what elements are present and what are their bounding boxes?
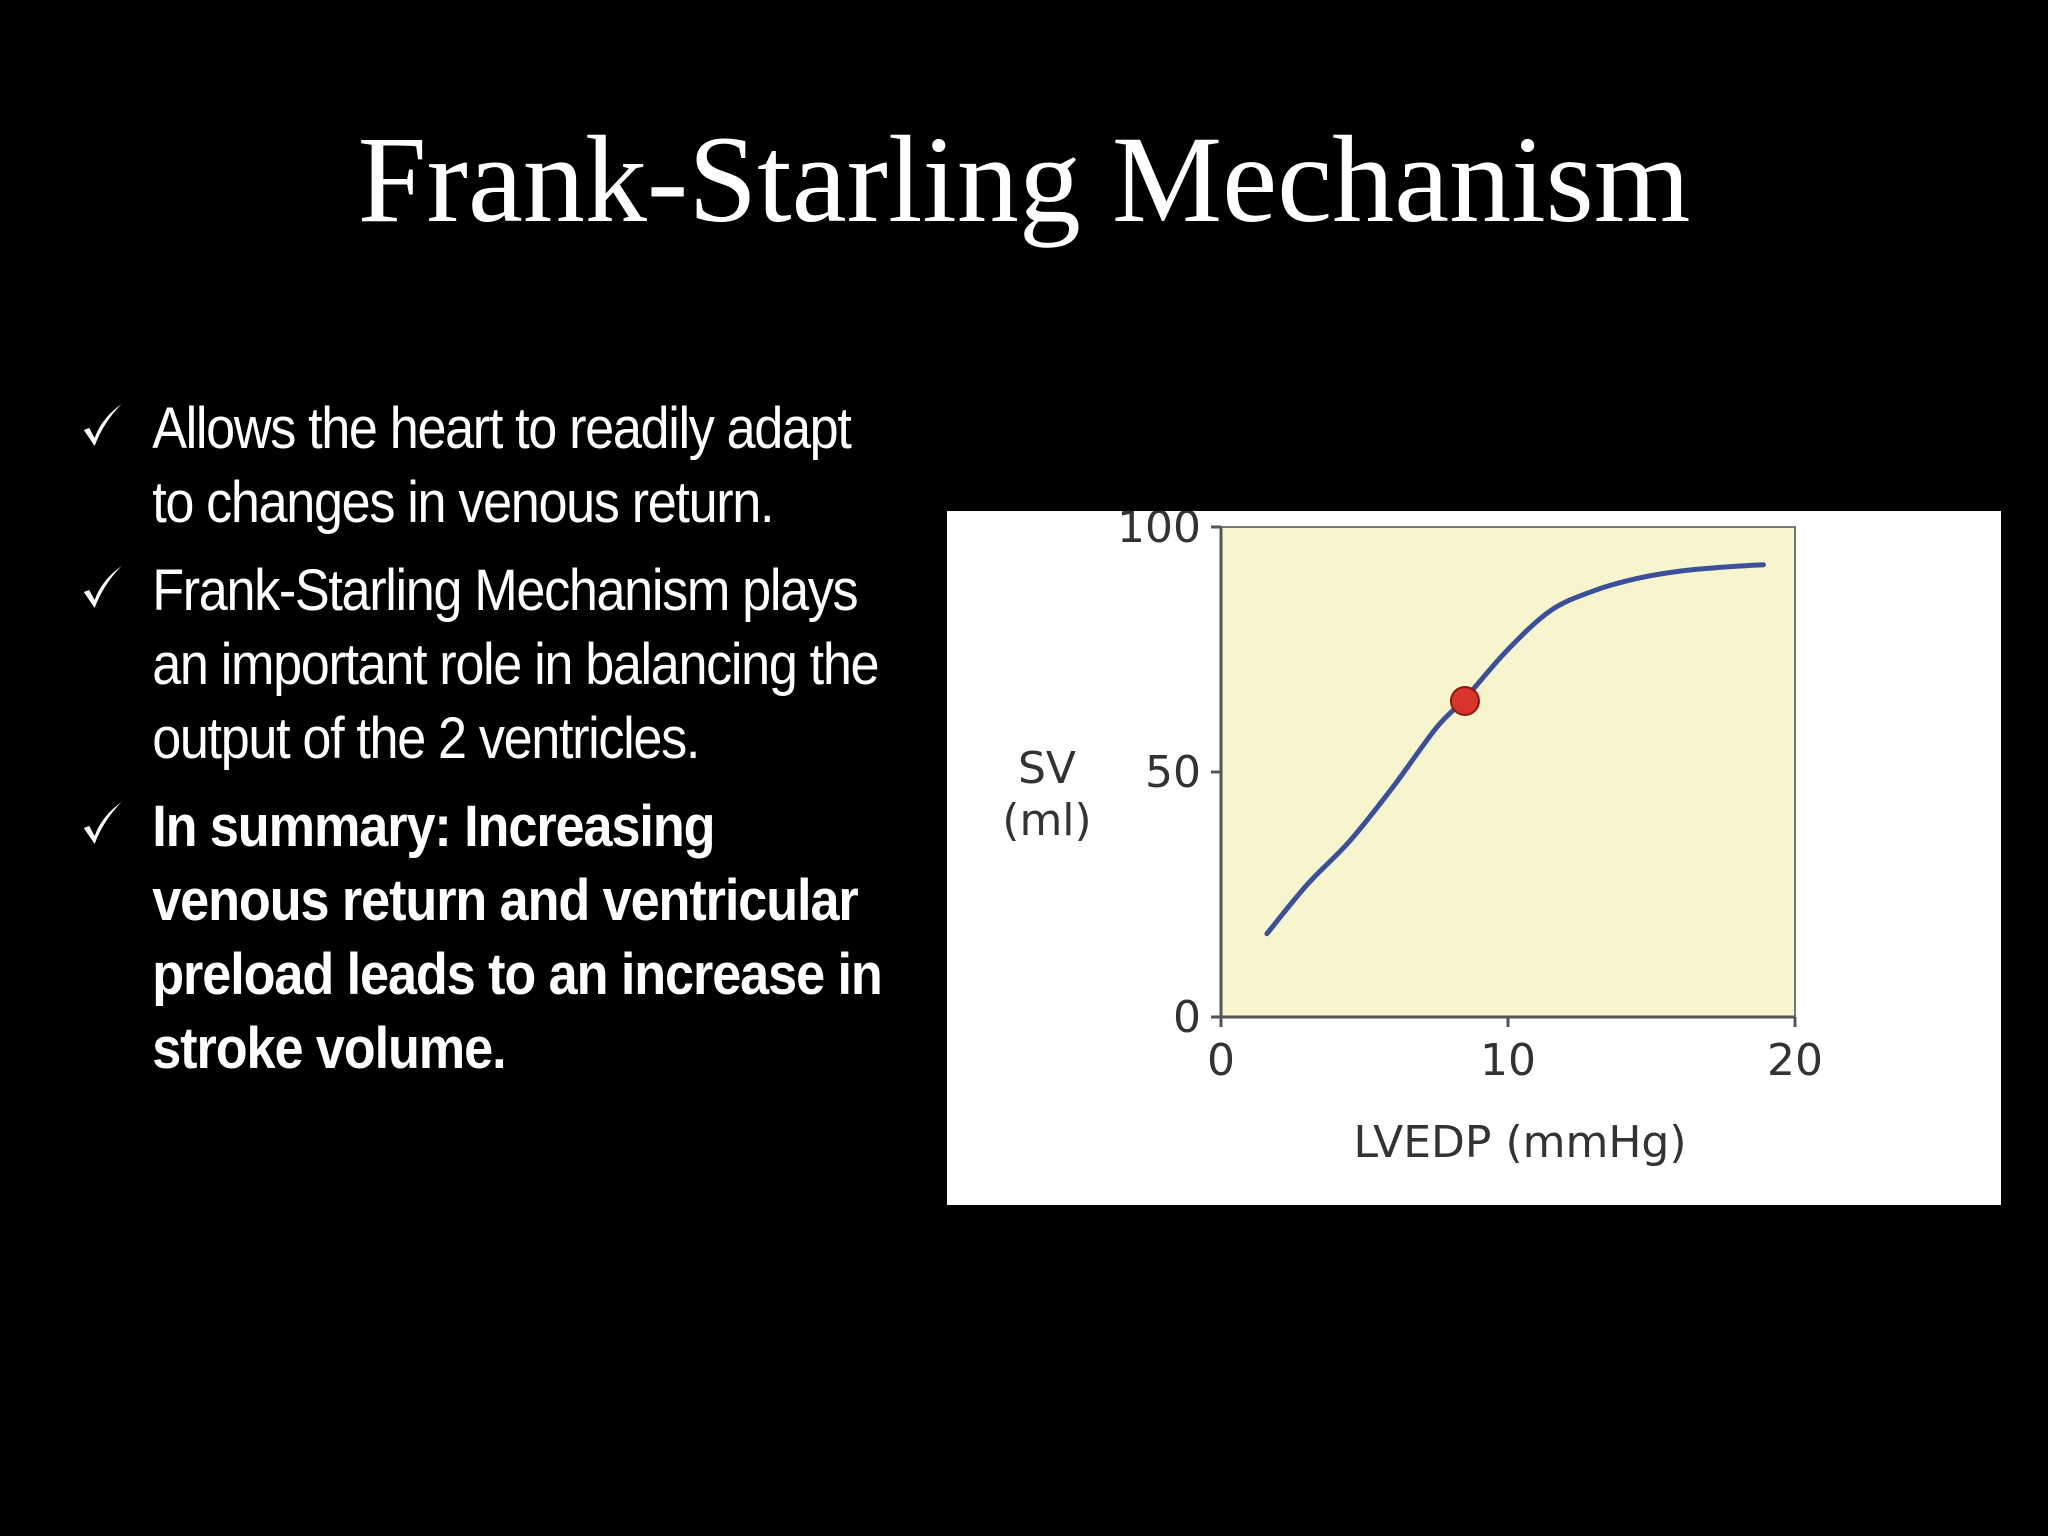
operating-point-marker xyxy=(1449,685,1480,716)
chart-svg: 0 10 20 0 50 100 SV (ml) LVEDP (mmHg) xyxy=(1002,511,1823,1168)
y-axis-unit-label: (ml) xyxy=(1002,795,1091,846)
y-axis-label: SV xyxy=(1018,743,1076,794)
axis-ticks: 0 10 20 0 50 100 xyxy=(1117,511,1823,1086)
bullet-item: Frank-Starling Mechanism plays an import… xyxy=(82,554,880,776)
y-tick-label: 100 xyxy=(1117,511,1201,553)
x-axis-label: LVEDP (mmHg) xyxy=(1353,1117,1686,1168)
bullet-text: Allows the heart to readily adapt to cha… xyxy=(152,396,852,535)
plot-area xyxy=(1220,526,1796,1018)
slide-title: Frank-Starling Mechanism xyxy=(357,111,1691,248)
series-line xyxy=(1264,562,1766,937)
bullet-list: Allows the heart to readily adapt to cha… xyxy=(82,392,922,1100)
x-tick-label: 10 xyxy=(1480,1035,1536,1086)
x-tick-label: 20 xyxy=(1767,1035,1823,1086)
check-icon xyxy=(83,802,122,844)
bullet-item: Allows the heart to readily adapt to cha… xyxy=(82,392,852,540)
bullet-text: In summary: Increasing venous return and… xyxy=(152,794,883,1081)
bullet-text: Frank-Starling Mechanism plays an import… xyxy=(152,558,879,771)
y-tick-label: 50 xyxy=(1145,747,1201,798)
frank-starling-chart: 0 10 20 0 50 100 SV (ml) LVEDP (mmHg) xyxy=(947,511,2001,1205)
bullet-item-summary: In summary: Increasing venous return and… xyxy=(82,790,883,1086)
y-tick-label: 0 xyxy=(1173,992,1201,1043)
x-tick-label: 0 xyxy=(1207,1035,1235,1086)
check-icon xyxy=(83,566,122,608)
check-icon xyxy=(83,404,122,446)
